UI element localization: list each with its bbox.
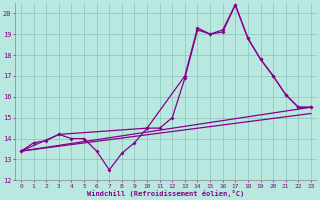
X-axis label: Windchill (Refroidissement éolien,°C): Windchill (Refroidissement éolien,°C) (87, 190, 244, 197)
